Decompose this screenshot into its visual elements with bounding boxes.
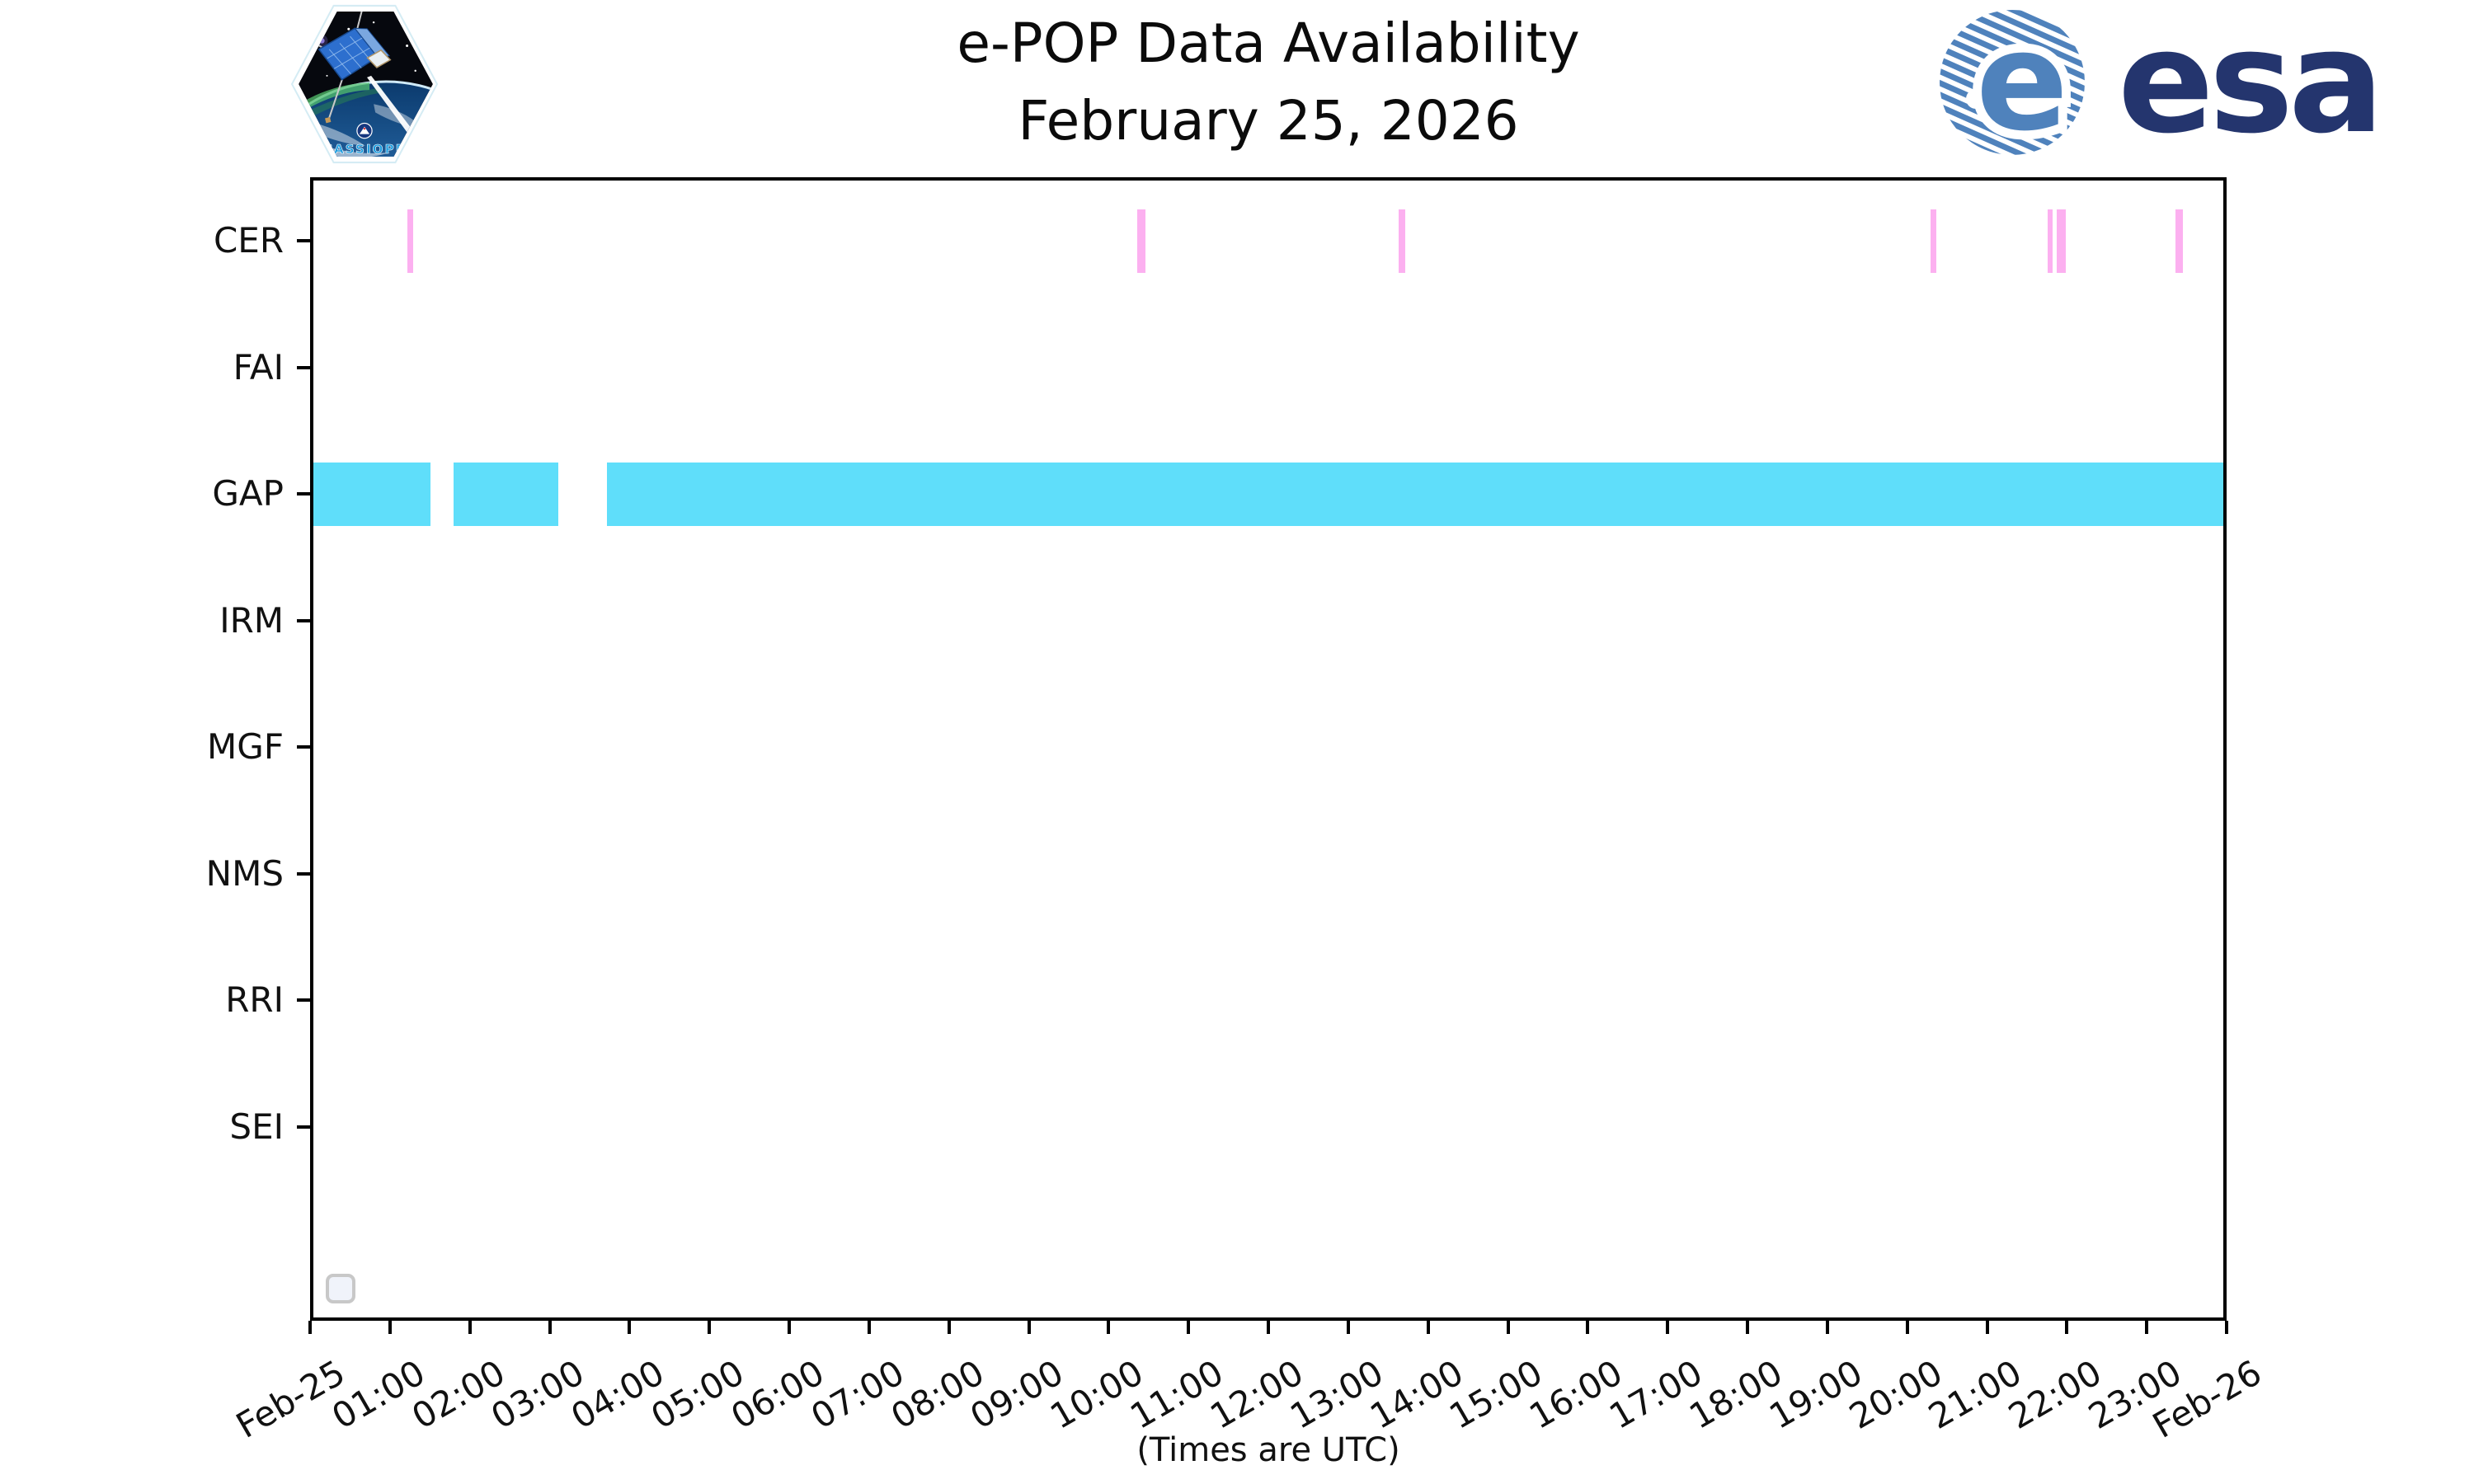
x-tick-22	[2065, 1321, 2069, 1334]
x-tick-0	[308, 1321, 312, 1334]
x-tick-15	[1506, 1321, 1510, 1334]
aurora	[299, 82, 370, 115]
y-axis-label-sei: SEI	[229, 1106, 284, 1147]
x-tick-23	[2145, 1321, 2149, 1334]
esa-wordmark: esa	[2118, 5, 2379, 163]
x-tick-5	[708, 1321, 712, 1334]
y-axis-label-rri: RRI	[225, 979, 284, 1020]
y-tick-irm	[297, 618, 310, 622]
esa-logo: e esa	[1940, 5, 2384, 163]
esa-globe-e: e	[1976, 5, 2068, 161]
x-tick-label-6: 06:00	[724, 1352, 831, 1437]
x-tick-21	[1985, 1321, 1989, 1334]
x-tick-9	[1027, 1321, 1031, 1334]
x-tick-11	[1187, 1321, 1191, 1334]
y-tick-fai	[297, 365, 310, 369]
x-tick-19	[1825, 1321, 1829, 1334]
y-tick-cer	[297, 239, 310, 242]
x-tick-label-7: 07:00	[803, 1352, 911, 1437]
x-tick-10	[1107, 1321, 1111, 1334]
gap-bar	[310, 462, 430, 526]
cer-bar	[1930, 209, 1936, 273]
x-tick-label-12: 12:00	[1203, 1352, 1310, 1437]
x-tick-label-18: 18:00	[1682, 1352, 1790, 1437]
cer-bar	[1136, 209, 1145, 273]
y-tick-sei	[297, 1125, 310, 1129]
esa-globe	[1940, 10, 2085, 155]
x-tick-4	[628, 1321, 632, 1334]
cer-bar	[2057, 209, 2066, 273]
cer-bar	[2047, 209, 2053, 273]
cassiope-logo-label: CASSIOPE	[323, 142, 406, 157]
x-tick-16	[1586, 1321, 1590, 1334]
y-axis-label-gap: GAP	[212, 473, 284, 514]
chart-title-line2: February 25, 2026	[1018, 89, 1519, 153]
x-tick-13	[1346, 1321, 1350, 1334]
x-tick-label-13: 13:00	[1282, 1352, 1390, 1437]
x-tick-18	[1746, 1321, 1749, 1334]
y-tick-nms	[297, 871, 310, 876]
cer-bar	[407, 209, 413, 273]
legend-box	[326, 1274, 355, 1303]
x-tick-20	[1905, 1321, 1909, 1334]
beam	[367, 75, 417, 139]
y-axis-label-nms: NMS	[205, 852, 284, 894]
cer-bar	[2175, 209, 2183, 273]
x-tick-7	[867, 1321, 871, 1334]
x-tick-8	[947, 1321, 951, 1334]
x-tick-24	[2225, 1321, 2228, 1334]
y-axis-label-fai: FAI	[233, 346, 284, 387]
cer-bar	[1399, 209, 1405, 273]
plot-area	[310, 177, 2227, 1321]
x-tick-6	[788, 1321, 791, 1334]
y-axis-label-cer: CER	[213, 220, 284, 261]
x-tick-1	[388, 1321, 392, 1334]
x-tick-17	[1666, 1321, 1670, 1334]
y-axis-label-mgf: MGF	[207, 726, 284, 767]
x-tick-label-19: 19:00	[1761, 1352, 1870, 1437]
gap-bar	[606, 462, 2227, 526]
csa-emblem	[356, 122, 373, 139]
chart-title-line1: e-POP Data Availability	[957, 12, 1580, 75]
cassiope-mission-logo: CASSIOPE	[290, 4, 439, 164]
esa-globe-dot	[1966, 89, 1986, 109]
x-axis-label: (Times are UTC)	[1136, 1431, 1400, 1469]
y-tick-rri	[297, 998, 310, 1002]
chart-title: e-POP Data Availability February 25, 202…	[310, 5, 2227, 160]
gap-bar	[454, 462, 558, 526]
x-tick-3	[548, 1321, 552, 1334]
x-tick-14	[1426, 1321, 1430, 1334]
y-axis-label-irm: IRM	[219, 599, 284, 641]
x-tick-12	[1267, 1321, 1270, 1334]
y-tick-gap	[297, 492, 310, 495]
y-tick-mgf	[297, 745, 310, 749]
x-tick-label-1: 01:00	[324, 1352, 432, 1437]
x-tick-2	[468, 1321, 472, 1334]
